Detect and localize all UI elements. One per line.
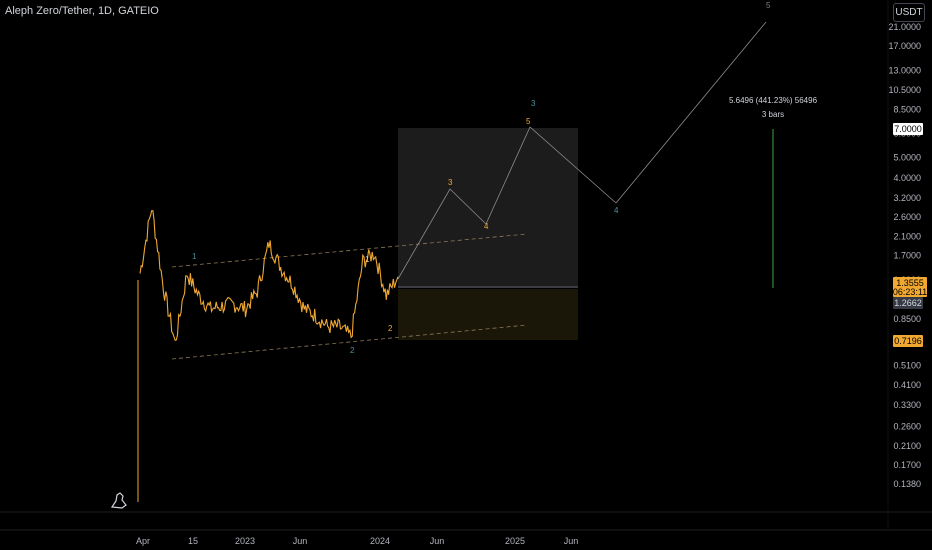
y-tick-label: 0.1700 <box>893 460 921 470</box>
price-badge-target: 7.0000 <box>893 123 923 135</box>
y-tick-label: 2.6000 <box>893 212 921 222</box>
y-tick-label: 4.0000 <box>893 173 921 183</box>
target-zone-box[interactable] <box>398 128 578 286</box>
wave-label-blue-4: 4 <box>614 206 619 215</box>
wave-label-orange-1: 1 <box>365 255 370 264</box>
price-badge-entry: 1.2662 <box>893 297 923 309</box>
y-tick-label: 2.1000 <box>893 231 921 241</box>
y-tick-label: 5.0000 <box>893 153 921 163</box>
tradingview-logo[interactable] <box>110 492 127 509</box>
projection-orange-path[interactable] <box>397 126 617 280</box>
svg-text:06:23:11: 06:23:11 <box>893 287 927 297</box>
y-tick-label: 0.4100 <box>893 380 921 390</box>
x-tick-label: 2023 <box>235 536 255 546</box>
y-tick-label: 0.3300 <box>893 400 921 410</box>
wave-label-blue-5: 5 <box>766 1 771 10</box>
chart-title: Aleph Zero/Tether, 1D, GATEIO <box>5 5 159 17</box>
wave-label-orange-4: 4 <box>484 222 489 231</box>
wave-label-blue-1: 1 <box>192 252 197 261</box>
currency-button[interactable]: USDT <box>893 3 925 22</box>
channel-lower-line[interactable] <box>171 324 528 360</box>
measure-note-value: 5.6496 (441.23%) 56496 <box>729 96 818 105</box>
measure-note-bars: 3 bars <box>762 110 784 119</box>
channel-upper-line[interactable] <box>171 233 528 268</box>
y-tick-label: 0.5100 <box>893 360 921 370</box>
y-tick-label: 13.0000 <box>888 66 921 76</box>
wave-label-orange-2: 2 <box>388 324 393 333</box>
y-tick-label: 0.2100 <box>893 441 921 451</box>
x-axis[interactable]: Apr 15 2023 Jun 2024 Jun 2025 Jun <box>136 536 578 546</box>
price-badge-stop: 0.7196 <box>893 335 923 347</box>
y-tick-label: 17.0000 <box>888 41 921 51</box>
x-tick-label: Jun <box>430 536 445 546</box>
svg-text:1.2662: 1.2662 <box>894 298 922 308</box>
wave-label-blue-3: 3 <box>531 99 536 108</box>
y-tick-label: 0.2600 <box>893 422 921 432</box>
price-badge-current: 1.3555 06:23:11 <box>893 277 927 297</box>
x-tick-label: Apr <box>136 536 150 546</box>
y-tick-label: 3.2000 <box>893 193 921 203</box>
y-tick-label: 0.1380 <box>893 479 921 489</box>
svg-text:1.3555: 1.3555 <box>896 278 924 288</box>
y-tick-label: 8.5000 <box>893 104 921 114</box>
stop-zone-box[interactable] <box>398 289 578 340</box>
wave-label-orange-3: 3 <box>448 178 453 187</box>
x-tick-label: Jun <box>564 536 579 546</box>
wave-label-blue-2: 2 <box>350 346 355 355</box>
x-tick-label: 15 <box>188 536 198 546</box>
x-tick-label: 2025 <box>505 536 525 546</box>
projection-blue-path[interactable] <box>615 21 767 204</box>
y-tick-label: 1.7000 <box>893 251 921 261</box>
y-axis[interactable]: 21.000017.000013.000010.50008.50006.5000… <box>888 22 921 489</box>
x-tick-label: Jun <box>293 536 308 546</box>
price-series-line[interactable] <box>139 210 399 342</box>
y-tick-label: 21.0000 <box>888 22 921 32</box>
y-tick-label: 10.5000 <box>888 85 921 95</box>
x-tick-label: 2024 <box>370 536 390 546</box>
svg-text:7.0000: 7.0000 <box>894 124 922 134</box>
wave-label-orange-5: 5 <box>526 117 531 126</box>
y-tick-label: 0.8500 <box>893 314 921 324</box>
svg-text:0.7196: 0.7196 <box>894 336 922 346</box>
